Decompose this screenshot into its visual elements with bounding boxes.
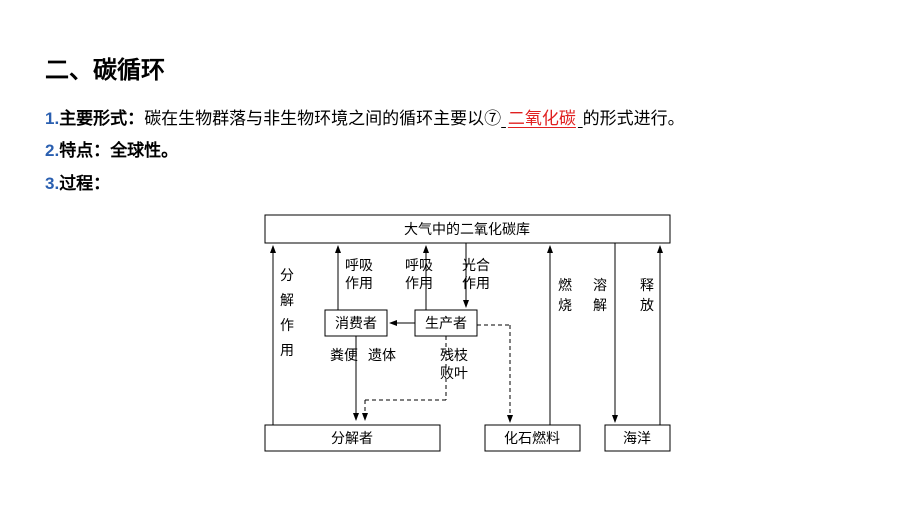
- item-3-num: 3.: [45, 174, 59, 193]
- item-2-label: 特点：: [59, 141, 110, 160]
- item-1: 1.主要形式：碳在生物群落与非生物环境之间的循环主要以⑦ 二氧化碳 的形式进行。: [45, 103, 875, 135]
- box-producer: 生产者: [425, 316, 467, 332]
- lbl-dis2: 解: [593, 298, 607, 314]
- item-1-num: 1.: [45, 109, 59, 128]
- item-1-text-after: 的形式进行。: [583, 109, 685, 128]
- lbl-b1a: 呼吸: [345, 258, 373, 274]
- lbl-dis1: 溶: [593, 278, 607, 294]
- item-2-value: 全球性。: [110, 141, 178, 160]
- item-1-answer: 二氧化碳: [506, 109, 578, 128]
- lbl-b1b: 作用: [345, 276, 373, 292]
- item-1-text-before: 碳在生物群落与非生物环境之间的循环主要以⑦: [144, 109, 501, 128]
- carbon-cycle-diagram: 大气中的二氧化碳库 分 解 作 用 呼吸 作用 呼吸 作用 光合 作用 燃 烧 …: [210, 210, 710, 470]
- lbl-remains: 遗体: [368, 348, 396, 364]
- box-consumer: 消费者: [335, 316, 377, 332]
- lbl-leaf1: 残枝: [440, 348, 468, 364]
- lbl-b2b: 作用: [405, 276, 433, 292]
- lbl-leaf2: 败叶: [440, 366, 468, 382]
- lbl-decompose-2: 解: [280, 293, 294, 309]
- item-3-label: 过程：: [59, 174, 110, 193]
- lbl-decompose-4: 用: [280, 344, 294, 359]
- box-decomposer: 分解者: [331, 431, 373, 447]
- lbl-b2a: 呼吸: [405, 258, 433, 274]
- lbl-burn2: 烧: [558, 298, 572, 314]
- item-3: 3.过程：: [45, 168, 875, 200]
- lbl-burn1: 燃: [558, 277, 572, 294]
- lbl-decompose-3: 作: [280, 318, 294, 334]
- item-1-label: 主要形式：: [59, 109, 144, 128]
- lbl-rel1: 释: [640, 278, 654, 294]
- lbl-decompose-1: 分: [280, 268, 294, 284]
- lbl-waste: 粪便: [330, 348, 358, 364]
- section-title: 二、碳循环: [45, 50, 875, 85]
- diagram-svg: 大气中的二氧化碳库 分 解 作 用 呼吸 作用 呼吸 作用 光合 作用 燃 烧 …: [210, 210, 710, 470]
- lbl-rel2: 放: [640, 298, 654, 314]
- box-fossil: 化石燃料: [504, 430, 560, 447]
- box-ocean: 海洋: [623, 431, 651, 447]
- box-top: 大气中的二氧化碳库: [404, 222, 530, 238]
- item-2-num: 2.: [45, 141, 59, 160]
- item-2: 2.特点：全球性。: [45, 135, 875, 167]
